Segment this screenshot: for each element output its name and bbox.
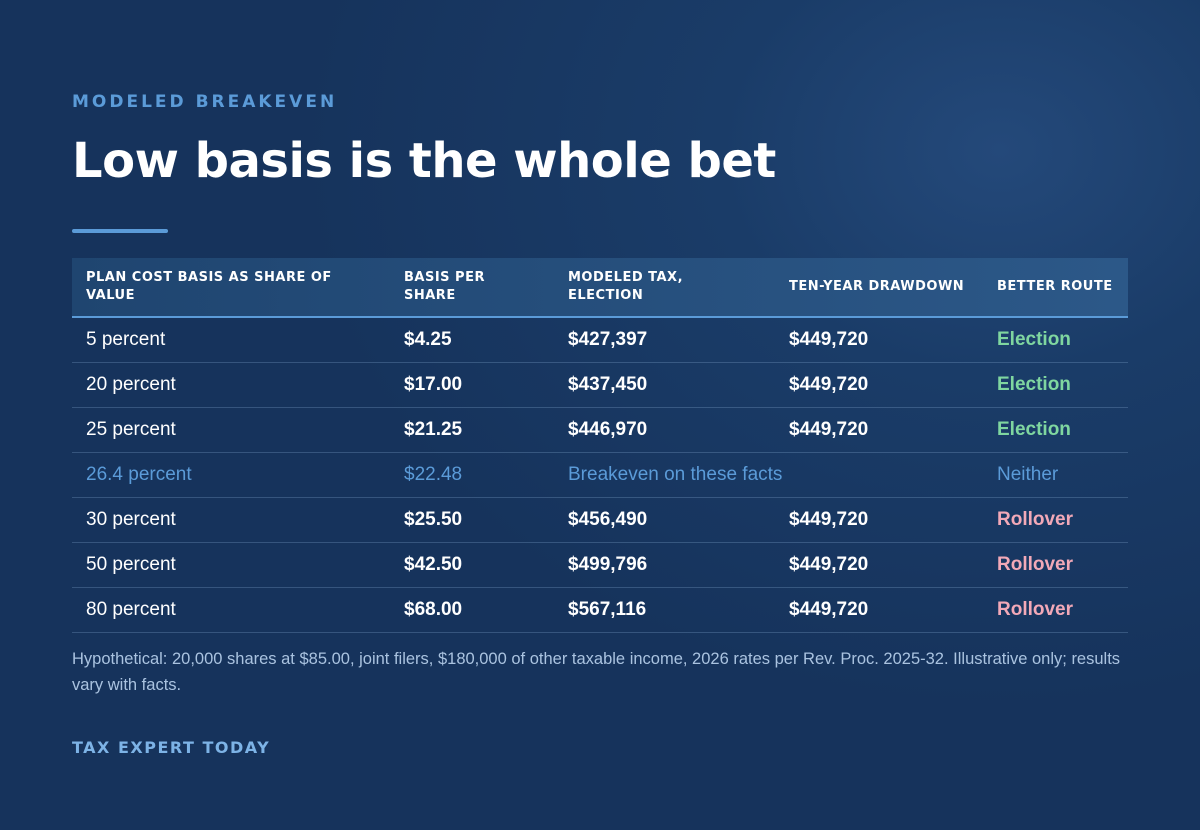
cell-basis-per-share: $25.50 xyxy=(390,497,554,543)
cell-basis-per-share: $17.00 xyxy=(390,362,554,408)
breakeven-row: 26.4 percent $22.48 Breakeven on these f… xyxy=(72,452,1128,498)
cell-tax-election: $567,116 xyxy=(554,587,775,633)
eyebrow-label: MODELED BREAKEVEN xyxy=(72,92,338,112)
cell-route: Neither xyxy=(983,452,1128,498)
breakeven-table: PLAN COST BASIS AS SHARE OF VALUE BASIS … xyxy=(72,258,1128,633)
cell-basis-per-share: $22.48 xyxy=(390,452,554,498)
cell-drawdown: $449,720 xyxy=(775,362,983,408)
cell-route: Rollover xyxy=(983,542,1128,588)
cell-basis-share: 26.4 percent xyxy=(72,452,390,498)
cell-basis-share: 80 percent xyxy=(72,587,390,633)
table-row: 80 percent $68.00 $567,116 $449,720 Roll… xyxy=(72,587,1128,633)
header-basis-per-share: BASIS PER SHARE xyxy=(390,258,554,318)
cell-route: Rollover xyxy=(983,587,1128,633)
cell-basis-share: 50 percent xyxy=(72,542,390,588)
table-row: 50 percent $42.50 $499,796 $449,720 Roll… xyxy=(72,542,1128,588)
cell-drawdown: $449,720 xyxy=(775,587,983,633)
page-title: Low basis is the whole bet xyxy=(72,133,776,189)
footnote: Hypothetical: 20,000 shares at $85.00, j… xyxy=(72,650,1121,694)
cell-route: Election xyxy=(983,407,1128,453)
cell-tax-election: $499,796 xyxy=(554,542,775,588)
cell-drawdown: $449,720 xyxy=(775,542,983,588)
cell-basis-per-share: $42.50 xyxy=(390,542,554,588)
header-basis-share: PLAN COST BASIS AS SHARE OF VALUE xyxy=(72,258,390,318)
table-row: 5 percent $4.25 $427,397 $449,720 Electi… xyxy=(72,317,1128,363)
header-tax-election: MODELED TAX, ELECTION xyxy=(554,258,775,318)
title-divider xyxy=(72,229,168,233)
table-row: 20 percent $17.00 $437,450 $449,720 Elec… xyxy=(72,362,1128,408)
cell-tax-election: $456,490 xyxy=(554,497,775,543)
table-row: 30 percent $25.50 $456,490 $449,720 Roll… xyxy=(72,497,1128,543)
cell-basis-share: 5 percent xyxy=(72,317,390,363)
table-row: 25 percent $21.25 $446,970 $449,720 Elec… xyxy=(72,407,1128,453)
cell-tax-election: $446,970 xyxy=(554,407,775,453)
table-header-row: PLAN COST BASIS AS SHARE OF VALUE BASIS … xyxy=(72,258,1128,318)
cell-tax-election: $437,450 xyxy=(554,362,775,408)
cell-drawdown: $449,720 xyxy=(775,407,983,453)
cell-drawdown: $449,720 xyxy=(775,317,983,363)
cell-tax-election: $427,397 xyxy=(554,317,775,363)
cell-route: Rollover xyxy=(983,497,1128,543)
cell-basis-per-share: $21.25 xyxy=(390,407,554,453)
cell-basis-share: 30 percent xyxy=(72,497,390,543)
cell-drawdown: $449,720 xyxy=(775,497,983,543)
cell-route: Election xyxy=(983,362,1128,408)
cell-basis-per-share: $68.00 xyxy=(390,587,554,633)
brand-name: TAX EXPERT TODAY xyxy=(72,738,271,757)
cell-breakeven-note: Breakeven on these facts xyxy=(554,452,983,498)
cell-route: Election xyxy=(983,317,1128,363)
header-better-route: BETTER ROUTE xyxy=(983,258,1128,318)
header-drawdown: TEN-YEAR DRAWDOWN xyxy=(775,258,983,318)
cell-basis-per-share: $4.25 xyxy=(390,317,554,363)
cell-basis-share: 25 percent xyxy=(72,407,390,453)
cell-basis-share: 20 percent xyxy=(72,362,390,408)
